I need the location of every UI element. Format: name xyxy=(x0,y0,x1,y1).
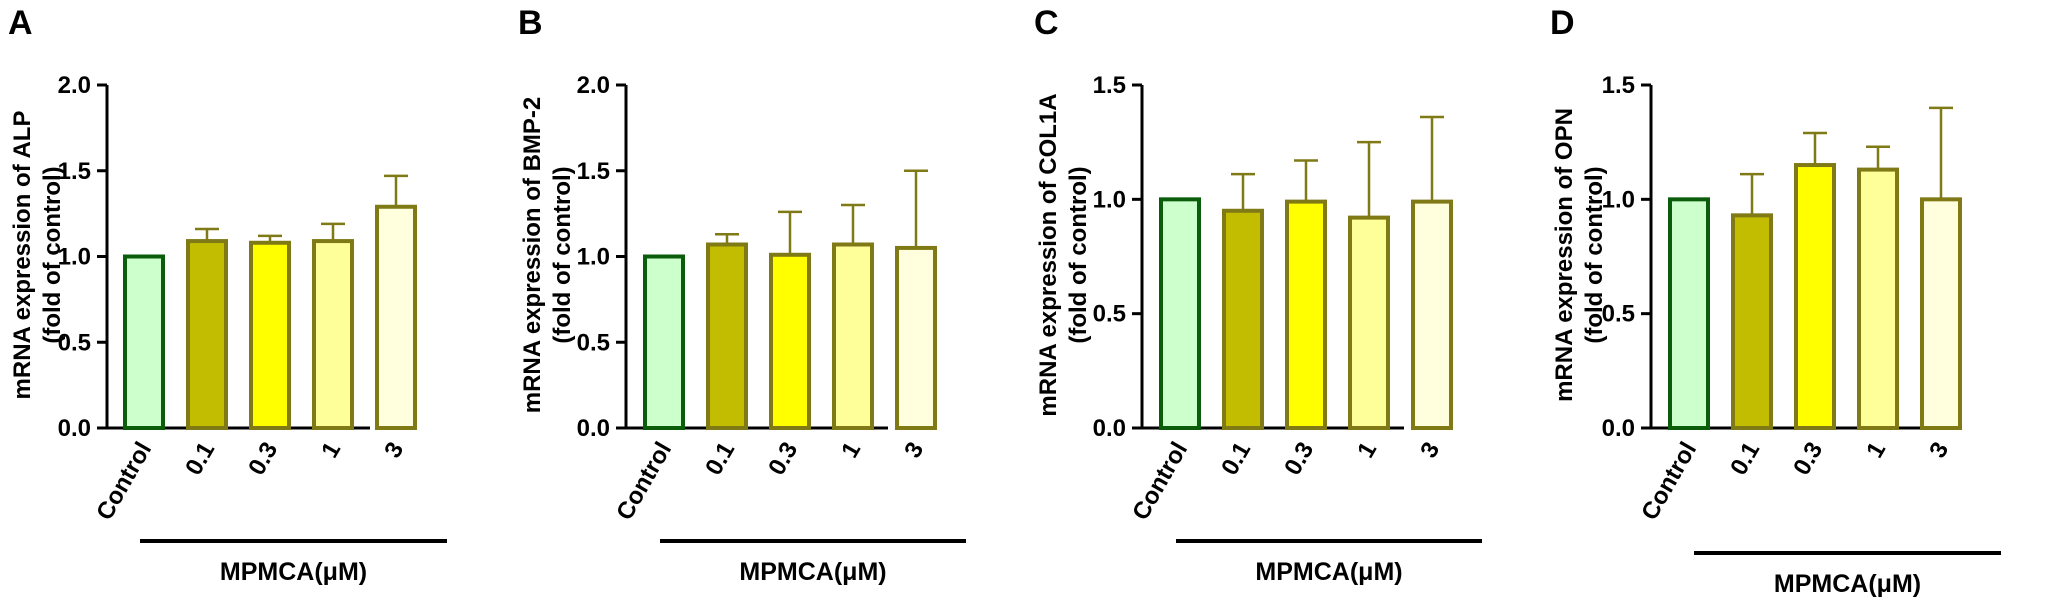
category-label: 3 xyxy=(1415,438,1445,463)
error-bars-a xyxy=(195,174,408,243)
y-tick-label-b: 1.5 xyxy=(577,158,610,185)
category-labels-d: Control 0.1 0.3 1 3 xyxy=(1636,438,1954,525)
y-tick-label-a: 2.0 xyxy=(58,72,91,99)
category-label: 0.1 xyxy=(700,438,740,480)
category-labels-b: Control 0.1 0.3 1 3 xyxy=(611,438,929,525)
panel-c: C mRNA expression of COL1A (fold of cont… xyxy=(1034,4,1482,586)
category-label: 0.3 xyxy=(763,438,803,480)
panel-b: B mRNA expression of BMP-2 (fold of cont… xyxy=(518,4,966,586)
y-tick-label-d: 0.0 xyxy=(1602,415,1635,442)
panel-a: A mRNA expression of ALP (fold of contro… xyxy=(8,4,447,586)
y-tick-label-a: 1.5 xyxy=(58,158,91,185)
y-tick-label-c: 1.5 xyxy=(1093,72,1126,99)
y-axis-label-a-line2: (fold of control) xyxy=(39,166,66,343)
category-label: 3 xyxy=(1924,438,1954,463)
category-label: 0.3 xyxy=(1788,438,1828,480)
y-tick-labels-b: 0.0 0.5 1.0 1.5 2.0 xyxy=(577,72,610,442)
y-tick-label-b: 2.0 xyxy=(577,72,610,99)
bar xyxy=(706,242,748,430)
bar xyxy=(832,242,874,430)
bars-b xyxy=(643,242,937,430)
y-tick-label-c: 0.0 xyxy=(1093,415,1126,442)
panel-letter-d: D xyxy=(1550,4,1575,42)
category-label: Control xyxy=(611,438,677,525)
y-tick-label-c: 0.5 xyxy=(1093,301,1126,328)
y-tick-label-b: 0.0 xyxy=(577,415,610,442)
y-axis-label-c-line2: (fold of control) xyxy=(1065,166,1092,343)
bar xyxy=(1411,199,1453,430)
y-tick-labels-a: 0.0 0.5 1.0 1.5 2.0 xyxy=(58,72,91,442)
bar xyxy=(1857,167,1899,431)
y-tick-label-d: 1.5 xyxy=(1602,72,1635,99)
bar xyxy=(375,204,417,430)
y-tick-label-a: 1.0 xyxy=(58,244,91,271)
category-label: Control xyxy=(91,438,157,525)
category-label: 0.1 xyxy=(1725,438,1765,480)
category-label: 0.1 xyxy=(1216,438,1256,480)
bar xyxy=(1348,215,1390,430)
y-axis-label-d-line2: (fold of control) xyxy=(1581,166,1608,343)
y-axis-label-a-line1: mRNA expression of ALP xyxy=(9,111,36,400)
category-label: 1 xyxy=(316,438,346,463)
y-axis-label-d-line1: mRNA expression of OPN xyxy=(1551,108,1578,402)
category-labels-a: Control 0.1 0.3 1 3 xyxy=(91,438,409,525)
bar xyxy=(769,252,811,430)
y-axis-label-b-line2: (fold of control) xyxy=(549,166,576,343)
category-label: 0.1 xyxy=(180,438,220,480)
bar xyxy=(1668,197,1710,430)
bar xyxy=(249,240,291,430)
group-label-c: MPMCA(μM) xyxy=(1255,558,1402,586)
y-tick-label-d: 0.5 xyxy=(1602,301,1635,328)
bar xyxy=(1794,163,1836,431)
category-label: Control xyxy=(1127,438,1193,525)
bar xyxy=(895,245,937,430)
category-label: 0.3 xyxy=(1279,438,1319,480)
bar xyxy=(123,254,165,430)
panel-letter-a: A xyxy=(8,4,33,42)
error-bars-d xyxy=(1740,106,1953,216)
y-tick-labels-c: 0.0 0.5 1.0 1.5 xyxy=(1093,72,1126,442)
bar xyxy=(1285,199,1327,430)
panel-letter-c: C xyxy=(1034,4,1059,42)
category-label: 1 xyxy=(1352,438,1382,463)
panel-letter-b: B xyxy=(518,4,543,42)
y-tick-label-a: 0.0 xyxy=(58,415,91,442)
y-tick-label-a: 0.5 xyxy=(58,329,91,356)
bar xyxy=(1731,213,1773,430)
y-tick-label-d: 1.0 xyxy=(1602,186,1635,213)
bars-d xyxy=(1668,163,1962,431)
y-axis-label-b-line1: mRNA expression of BMP-2 xyxy=(519,97,546,414)
y-tick-label-b: 1.0 xyxy=(577,244,610,271)
error-bars-b xyxy=(715,169,928,255)
bar xyxy=(643,254,685,430)
bar xyxy=(1159,197,1201,430)
y-axis-label-c-line1: mRNA expression of COL1A xyxy=(1035,93,1062,416)
y-tick-label-c: 1.0 xyxy=(1093,186,1126,213)
y-tick-labels-d: 0.0 0.5 1.0 1.5 xyxy=(1602,72,1635,442)
category-label: 1 xyxy=(836,438,866,463)
bars-c xyxy=(1159,197,1453,430)
category-labels-c: Control 0.1 0.3 1 3 xyxy=(1127,438,1445,525)
group-label-d: MPMCA(μM) xyxy=(1774,570,1921,598)
category-label: Control xyxy=(1636,438,1702,525)
group-label-b: MPMCA(μM) xyxy=(739,558,886,586)
panel-d: D mRNA expression of OPN (fold of contro… xyxy=(1550,4,2001,598)
category-label: 3 xyxy=(899,438,929,463)
group-label-a: MPMCA(μM) xyxy=(220,558,367,586)
bar xyxy=(312,239,354,430)
bar xyxy=(1920,197,1962,430)
category-label: 3 xyxy=(379,438,409,463)
bar xyxy=(1222,208,1264,430)
bars-a xyxy=(123,204,417,430)
category-label: 1 xyxy=(1861,438,1891,463)
error-bars-c xyxy=(1231,115,1444,218)
category-label: 0.3 xyxy=(243,438,283,480)
y-tick-label-b: 0.5 xyxy=(577,329,610,356)
bar xyxy=(186,239,228,430)
